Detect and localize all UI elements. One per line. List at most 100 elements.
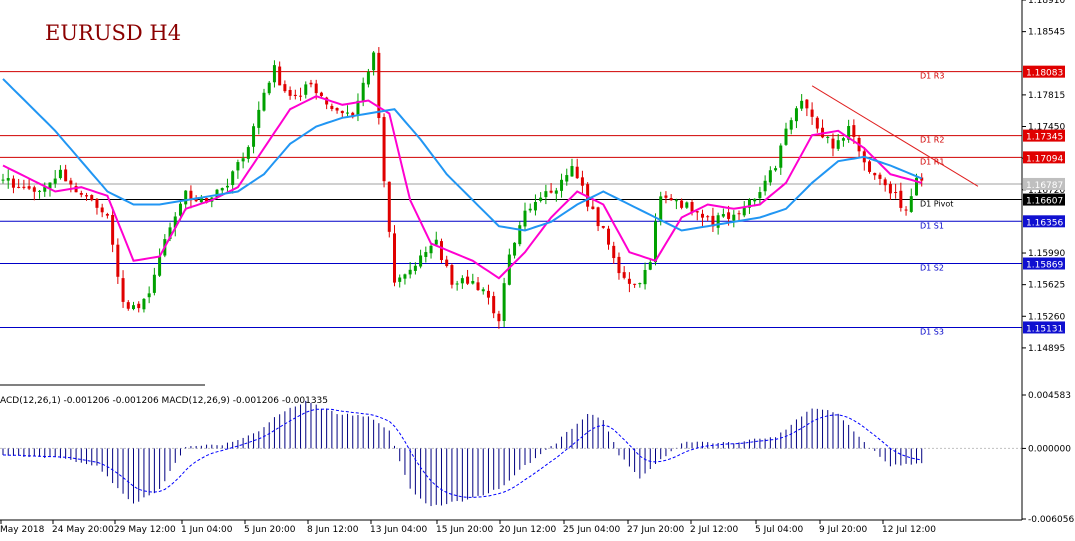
price-tick-label: 1.16720 [1028,186,1065,196]
candle-body [727,212,731,219]
time-tick-label: 1 Jun 04:00 [181,525,233,535]
pivot-level-badge [1023,193,1065,206]
trendline [811,85,979,187]
candle-body [152,274,156,293]
pivot-level-badge [1023,257,1065,270]
candle-body [915,177,918,196]
price-tick-label: 1.18910 [1028,0,1065,6]
candle-body [596,207,600,227]
candle-body [560,179,564,191]
candle-body [794,108,798,122]
price-tick-label: 1.18545 [1028,28,1065,38]
pivot-level-name: D1 R1 [920,157,944,166]
candle-body [351,112,355,118]
current-price-badge [1023,177,1065,190]
candle-body [314,83,318,94]
candle-body [48,182,52,189]
candle-body [283,84,287,92]
candle-body [424,252,428,257]
candle-body [304,84,308,95]
candle-body [293,94,297,96]
candle-body [622,272,626,278]
candle-body [868,161,872,172]
candle-body [486,290,490,298]
candle-body [695,211,699,213]
pivot-level-value: 1.17345 [1026,133,1063,143]
candle-body [680,200,684,208]
pivot-level-name: D1 R2 [920,136,944,145]
candle-body [643,269,647,285]
candle-body [79,192,83,195]
candle-body [413,265,417,271]
candle-body [22,186,26,188]
candle-body [544,191,548,198]
candle-body [267,82,271,94]
price-tick-label: 1.17815 [1028,91,1065,101]
candle-body [1,179,5,181]
candle-body [721,214,725,217]
current-price-label: 1.16787 [1026,181,1063,191]
time-tick-label: 12 Jul 12:00 [882,525,936,535]
candle-body [17,186,21,188]
time-tick-label: 2 Jul 12:00 [690,525,739,535]
time-tick-label: 15 Jun 20:00 [436,525,493,535]
candle-body [690,202,694,212]
candle-body [784,128,788,145]
candle-body [873,172,877,176]
pivot-level-value: 1.18083 [1026,69,1063,79]
candle-body [173,216,177,228]
candle-body [393,233,396,283]
pivot-level-value: 1.15869 [1026,261,1063,271]
candle-body [6,178,10,181]
candle-body [236,162,240,171]
candle-body [497,313,501,322]
candle-body [549,190,553,193]
candle-body [580,177,584,186]
candle-body [815,117,819,129]
candle-body [528,208,532,211]
pivot-level-value: 1.15131 [1026,324,1063,334]
candle-body [74,186,78,193]
candle-body [126,302,130,309]
candle-body [774,168,778,171]
candle-body [758,192,762,199]
candle-body [241,158,245,162]
candle-body [142,298,146,310]
candle-body [904,209,908,211]
candle-body [502,283,506,322]
price-tick-label: 1.14895 [1028,344,1065,354]
candle-body [711,215,715,227]
moving-average-slow [2,78,923,232]
time-tick-label: 27 Jun 20:00 [627,525,684,535]
candle-body [121,278,125,302]
pivot-level-name: D1 S3 [920,327,944,336]
candle-body [826,136,830,138]
candle-body [319,92,323,96]
time-tick-label: 25 Jun 04:00 [563,525,620,535]
candle-body [836,140,840,149]
candle-body [852,125,856,137]
candle-body [262,92,266,111]
candle-body [439,241,443,261]
candle-body [231,171,235,186]
candle-body [434,239,438,245]
candle-body [398,277,402,282]
candle-body [800,100,804,109]
candle-body [894,192,898,194]
candle-body [147,293,151,298]
price-tick-label: 1.15990 [1028,249,1065,259]
pivot-level-value: 1.16356 [1026,218,1063,228]
candle-body [168,227,172,239]
pivot-level-name: D1 S2 [920,264,944,273]
candle-body [455,283,459,285]
candle-body [847,126,851,140]
candle-body [158,256,162,276]
candle-body [706,216,710,218]
candle-body [403,274,407,279]
candle-body [69,180,73,185]
candle-body [299,95,303,97]
candle-body [617,256,621,274]
candle-body [513,242,517,256]
